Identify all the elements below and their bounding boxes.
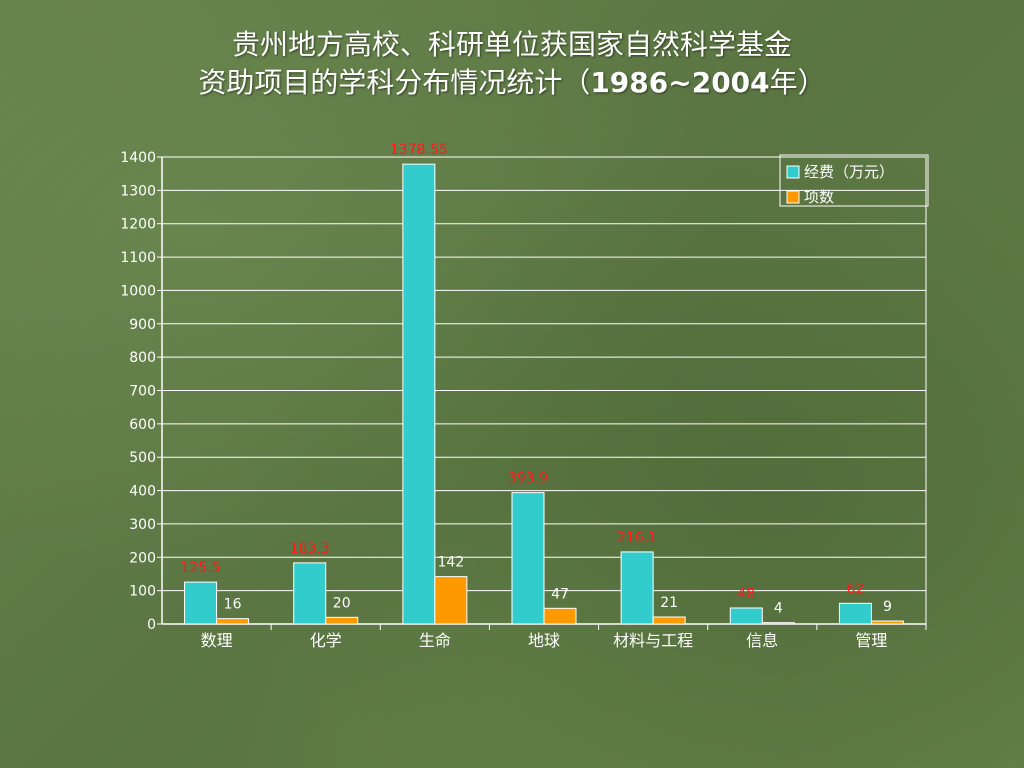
bar-series-1 [652,616,686,625]
data-label-series-1: 16 [224,597,242,613]
y-tick-label: 800 [129,350,156,366]
data-labels: 125.5 16 183.3 20 1378.55 142 393.9 47 216.1 21 48… [181,142,892,617]
bar-series-1 [543,607,577,625]
axes: 0 100 200 300 400 500 600 700 800 900 1000 1100 1200… [120,150,927,650]
x-tick-label: 数理 [201,631,233,650]
bar-series-0 [511,492,545,625]
chart-title-line2-prefix: 资助项目的学科分布情况统计（ [198,66,591,99]
data-label-series-1: 47 [551,586,569,602]
x-tick-label: 化学 [310,631,342,650]
bar-series-1 [325,616,359,625]
data-label-series-0: 62 [847,581,865,597]
chart-title-line2-suffix: 年） [769,66,826,99]
chart-title-years: 1986~2004 [590,66,770,99]
data-label-series-0: 183.3 [290,541,330,557]
x-tick-label: 生命 [419,631,451,650]
bar-series-0 [184,581,218,625]
bar-series-0 [729,607,763,625]
legend-label: 经费（万元） [804,163,894,181]
y-tick-label: 1300 [120,183,156,199]
x-tick-label: 材料与工程 [613,631,693,650]
legend-swatch [786,190,800,204]
chart-title: 贵州地方高校、科研单位获国家自然科学基金 资助项目的学科分布情况统计（1986~… [0,26,1024,102]
chart-title-line2: 资助项目的学科分布情况统计（1986~2004年） [0,64,1024,102]
legend-box [779,154,929,207]
bar-series-1 [216,618,250,625]
y-tick-label: 300 [129,517,156,533]
y-tick-label: 900 [129,317,156,333]
y-tick-label: 1000 [120,283,156,299]
bars [184,163,904,625]
data-label-series-0: 125.5 [181,560,221,576]
bar-series-1 [761,622,795,625]
bar-series-0 [402,163,436,625]
y-tick-label: 700 [129,384,156,400]
data-label-series-0: 48 [737,586,755,602]
data-label-series-0: 1378.55 [390,142,448,158]
y-tick-label: 500 [129,450,156,466]
x-tick-label: 管理 [855,631,887,650]
data-label-series-1: 20 [333,595,351,611]
legend: 经费（万元） 项数 [779,154,929,207]
y-tick-label: 400 [129,484,156,500]
y-tick-label: 1200 [120,217,156,233]
chart-title-line1: 贵州地方高校、科研单位获国家自然科学基金 [231,28,792,61]
data-label-series-0: 216.1 [617,530,657,546]
data-label-series-1: 9 [883,599,892,615]
y-tick-label: 200 [129,550,156,566]
bar-series-0 [838,602,872,625]
data-label-series-0: 393.9 [508,471,548,487]
y-tick-label: 600 [129,417,156,433]
bar-series-1 [434,576,468,625]
bar-series-0 [620,551,654,625]
data-label-series-1: 21 [660,595,678,611]
bar-series-1 [870,620,904,625]
y-tick-label: 0 [147,617,156,633]
x-tick-label: 地球 [528,631,560,650]
y-tick-label: 100 [129,584,156,600]
legend-label: 项数 [804,188,834,206]
y-tick-label: 1100 [120,250,156,266]
data-label-series-1: 142 [437,555,464,571]
x-tick-label: 信息 [746,631,778,650]
y-tick-label: 1400 [120,150,156,166]
data-label-series-1: 4 [774,601,783,617]
legend-swatch [786,165,800,179]
bar-series-0 [293,562,327,625]
